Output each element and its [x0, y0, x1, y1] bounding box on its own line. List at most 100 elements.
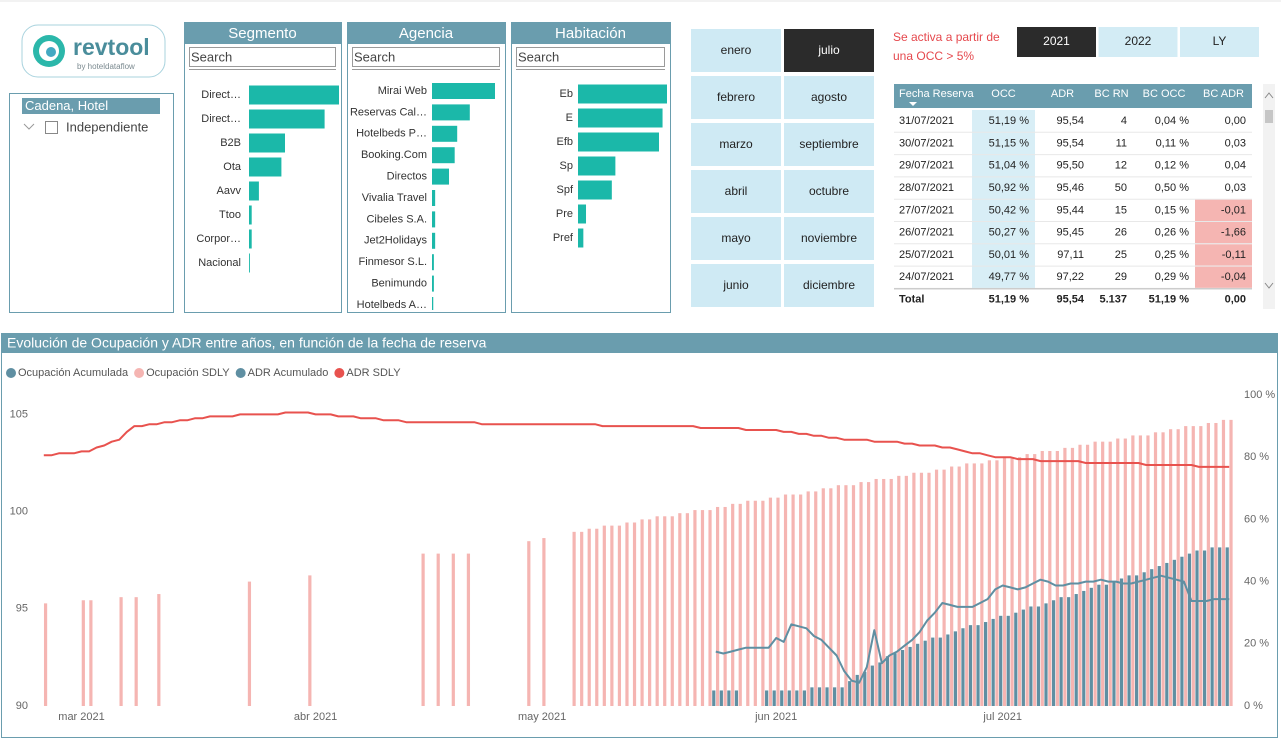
item-label[interactable]: Efb	[556, 136, 573, 148]
expand-chevron[interactable]	[23, 123, 35, 130]
item-label[interactable]: Spf	[556, 184, 573, 196]
item-bar[interactable]	[578, 156, 616, 176]
column-header[interactable]: BC RN	[1094, 88, 1128, 100]
month-button[interactable]	[784, 76, 874, 119]
scrollbar-track[interactable]	[1263, 84, 1275, 309]
column-header[interactable]: Fecha Reserva	[899, 88, 974, 100]
month-label[interactable]: noviembre	[801, 231, 857, 245]
item-bar[interactable]	[249, 109, 325, 129]
item-bar[interactable]	[578, 132, 659, 152]
month-button[interactable]	[691, 123, 781, 166]
month-label[interactable]: octubre	[809, 184, 849, 198]
item-bar[interactable]	[249, 205, 252, 225]
item-label[interactable]: Jet2Holidays	[364, 235, 427, 247]
month-label[interactable]: mayo	[721, 231, 751, 245]
scroll-down[interactable]	[1264, 282, 1274, 289]
item-bar[interactable]	[432, 125, 458, 142]
month-button[interactable]	[784, 29, 874, 72]
item-bar[interactable]	[578, 84, 667, 104]
month-label[interactable]: julio	[817, 43, 840, 57]
year-button[interactable]	[1098, 27, 1178, 57]
month-label[interactable]: enero	[721, 43, 752, 57]
month-label[interactable]: septiembre	[799, 137, 859, 151]
item-bar[interactable]	[432, 190, 436, 206]
item-label[interactable]: Ttoo	[219, 209, 241, 221]
search-box[interactable]	[516, 47, 665, 67]
year-button[interactable]	[1180, 27, 1259, 57]
item-bar[interactable]	[578, 204, 587, 224]
checkbox[interactable]	[45, 121, 58, 134]
item-label[interactable]: Sp	[560, 160, 573, 172]
item-label[interactable]: Corpor…	[196, 233, 241, 245]
item-label[interactable]: Vivalia Travel	[362, 192, 427, 204]
month-label[interactable]: diciembre	[803, 278, 855, 292]
item-bar[interactable]	[249, 181, 259, 201]
month-button[interactable]	[784, 123, 874, 166]
search-placeholder[interactable]: Search	[354, 49, 395, 64]
item-bar[interactable]	[432, 232, 436, 249]
item-label[interactable]: Ota	[223, 161, 242, 173]
search-placeholder[interactable]: Search	[191, 49, 232, 64]
item-bar[interactable]	[249, 133, 285, 153]
item-label[interactable]: Pref	[553, 232, 574, 244]
month-button[interactable]	[691, 217, 781, 260]
item-bar[interactable]	[578, 180, 612, 200]
item-label[interactable]: Direct…	[201, 113, 241, 125]
item-bar[interactable]	[432, 211, 436, 228]
item-bar[interactable]	[249, 253, 250, 273]
year-button[interactable]	[1017, 27, 1096, 57]
year-label[interactable]: 2022	[1125, 34, 1152, 48]
year-label[interactable]: 2021	[1043, 34, 1070, 48]
item-bar[interactable]	[432, 254, 434, 271]
year-label[interactable]: LY	[1213, 34, 1227, 48]
month-label[interactable]: agosto	[811, 90, 847, 104]
month-label[interactable]: abril	[725, 184, 748, 198]
item-label[interactable]: Benimundo	[371, 278, 427, 290]
column-header[interactable]: BC ADR	[1203, 88, 1244, 100]
item-label[interactable]: Pre	[556, 208, 573, 220]
column-header[interactable]: ADR	[1051, 88, 1074, 100]
item-bar[interactable]	[578, 108, 663, 128]
scrollbar-thumb[interactable]	[1265, 110, 1273, 123]
month-button[interactable]	[784, 264, 874, 307]
item-label[interactable]: Reservas Cal…	[350, 106, 427, 118]
search-placeholder[interactable]: Search	[518, 49, 559, 64]
item-label[interactable]: E	[566, 112, 573, 124]
item-bar[interactable]	[432, 147, 455, 164]
month-label[interactable]: febrero	[717, 90, 755, 104]
item-bar[interactable]	[578, 228, 584, 248]
item-bar[interactable]	[432, 297, 434, 313]
item-label[interactable]: Cibeles S.A.	[366, 213, 427, 225]
item-label[interactable]: Directos	[387, 171, 428, 183]
item-label[interactable]: Aavv	[217, 185, 242, 197]
slicer-item[interactable]: Independiente	[66, 119, 148, 134]
month-label[interactable]: marzo	[719, 137, 753, 151]
item-bar[interactable]	[432, 168, 450, 185]
month-button[interactable]	[691, 170, 781, 213]
item-bar[interactable]	[432, 275, 434, 292]
item-label[interactable]: Hotelbeds P…	[356, 128, 427, 140]
month-button[interactable]	[691, 76, 781, 119]
item-label[interactable]: Eb	[560, 88, 573, 100]
month-label[interactable]: junio	[722, 278, 749, 292]
item-label[interactable]: Nacional	[198, 257, 241, 269]
month-button[interactable]	[691, 264, 781, 307]
month-button[interactable]	[784, 170, 874, 213]
item-bar[interactable]	[249, 229, 252, 249]
search-box[interactable]	[189, 47, 336, 67]
item-label[interactable]: Mirai Web	[378, 85, 427, 97]
item-label[interactable]: Finmesor S.L.	[359, 256, 427, 268]
item-label[interactable]: B2B	[220, 137, 241, 149]
column-header[interactable]: OCC	[991, 88, 1016, 100]
month-button[interactable]	[691, 29, 781, 72]
item-bar[interactable]	[249, 157, 282, 177]
search-box[interactable]	[352, 47, 500, 67]
item-bar[interactable]	[432, 83, 495, 99]
item-label[interactable]: Hotelbeds A…	[357, 299, 427, 311]
item-bar[interactable]	[432, 104, 470, 121]
month-button[interactable]	[784, 217, 874, 260]
item-label[interactable]: Booking.Com	[361, 149, 427, 161]
item-bar[interactable]	[249, 85, 339, 105]
scroll-up[interactable]	[1264, 92, 1274, 99]
item-label[interactable]: Direct…	[201, 89, 241, 101]
